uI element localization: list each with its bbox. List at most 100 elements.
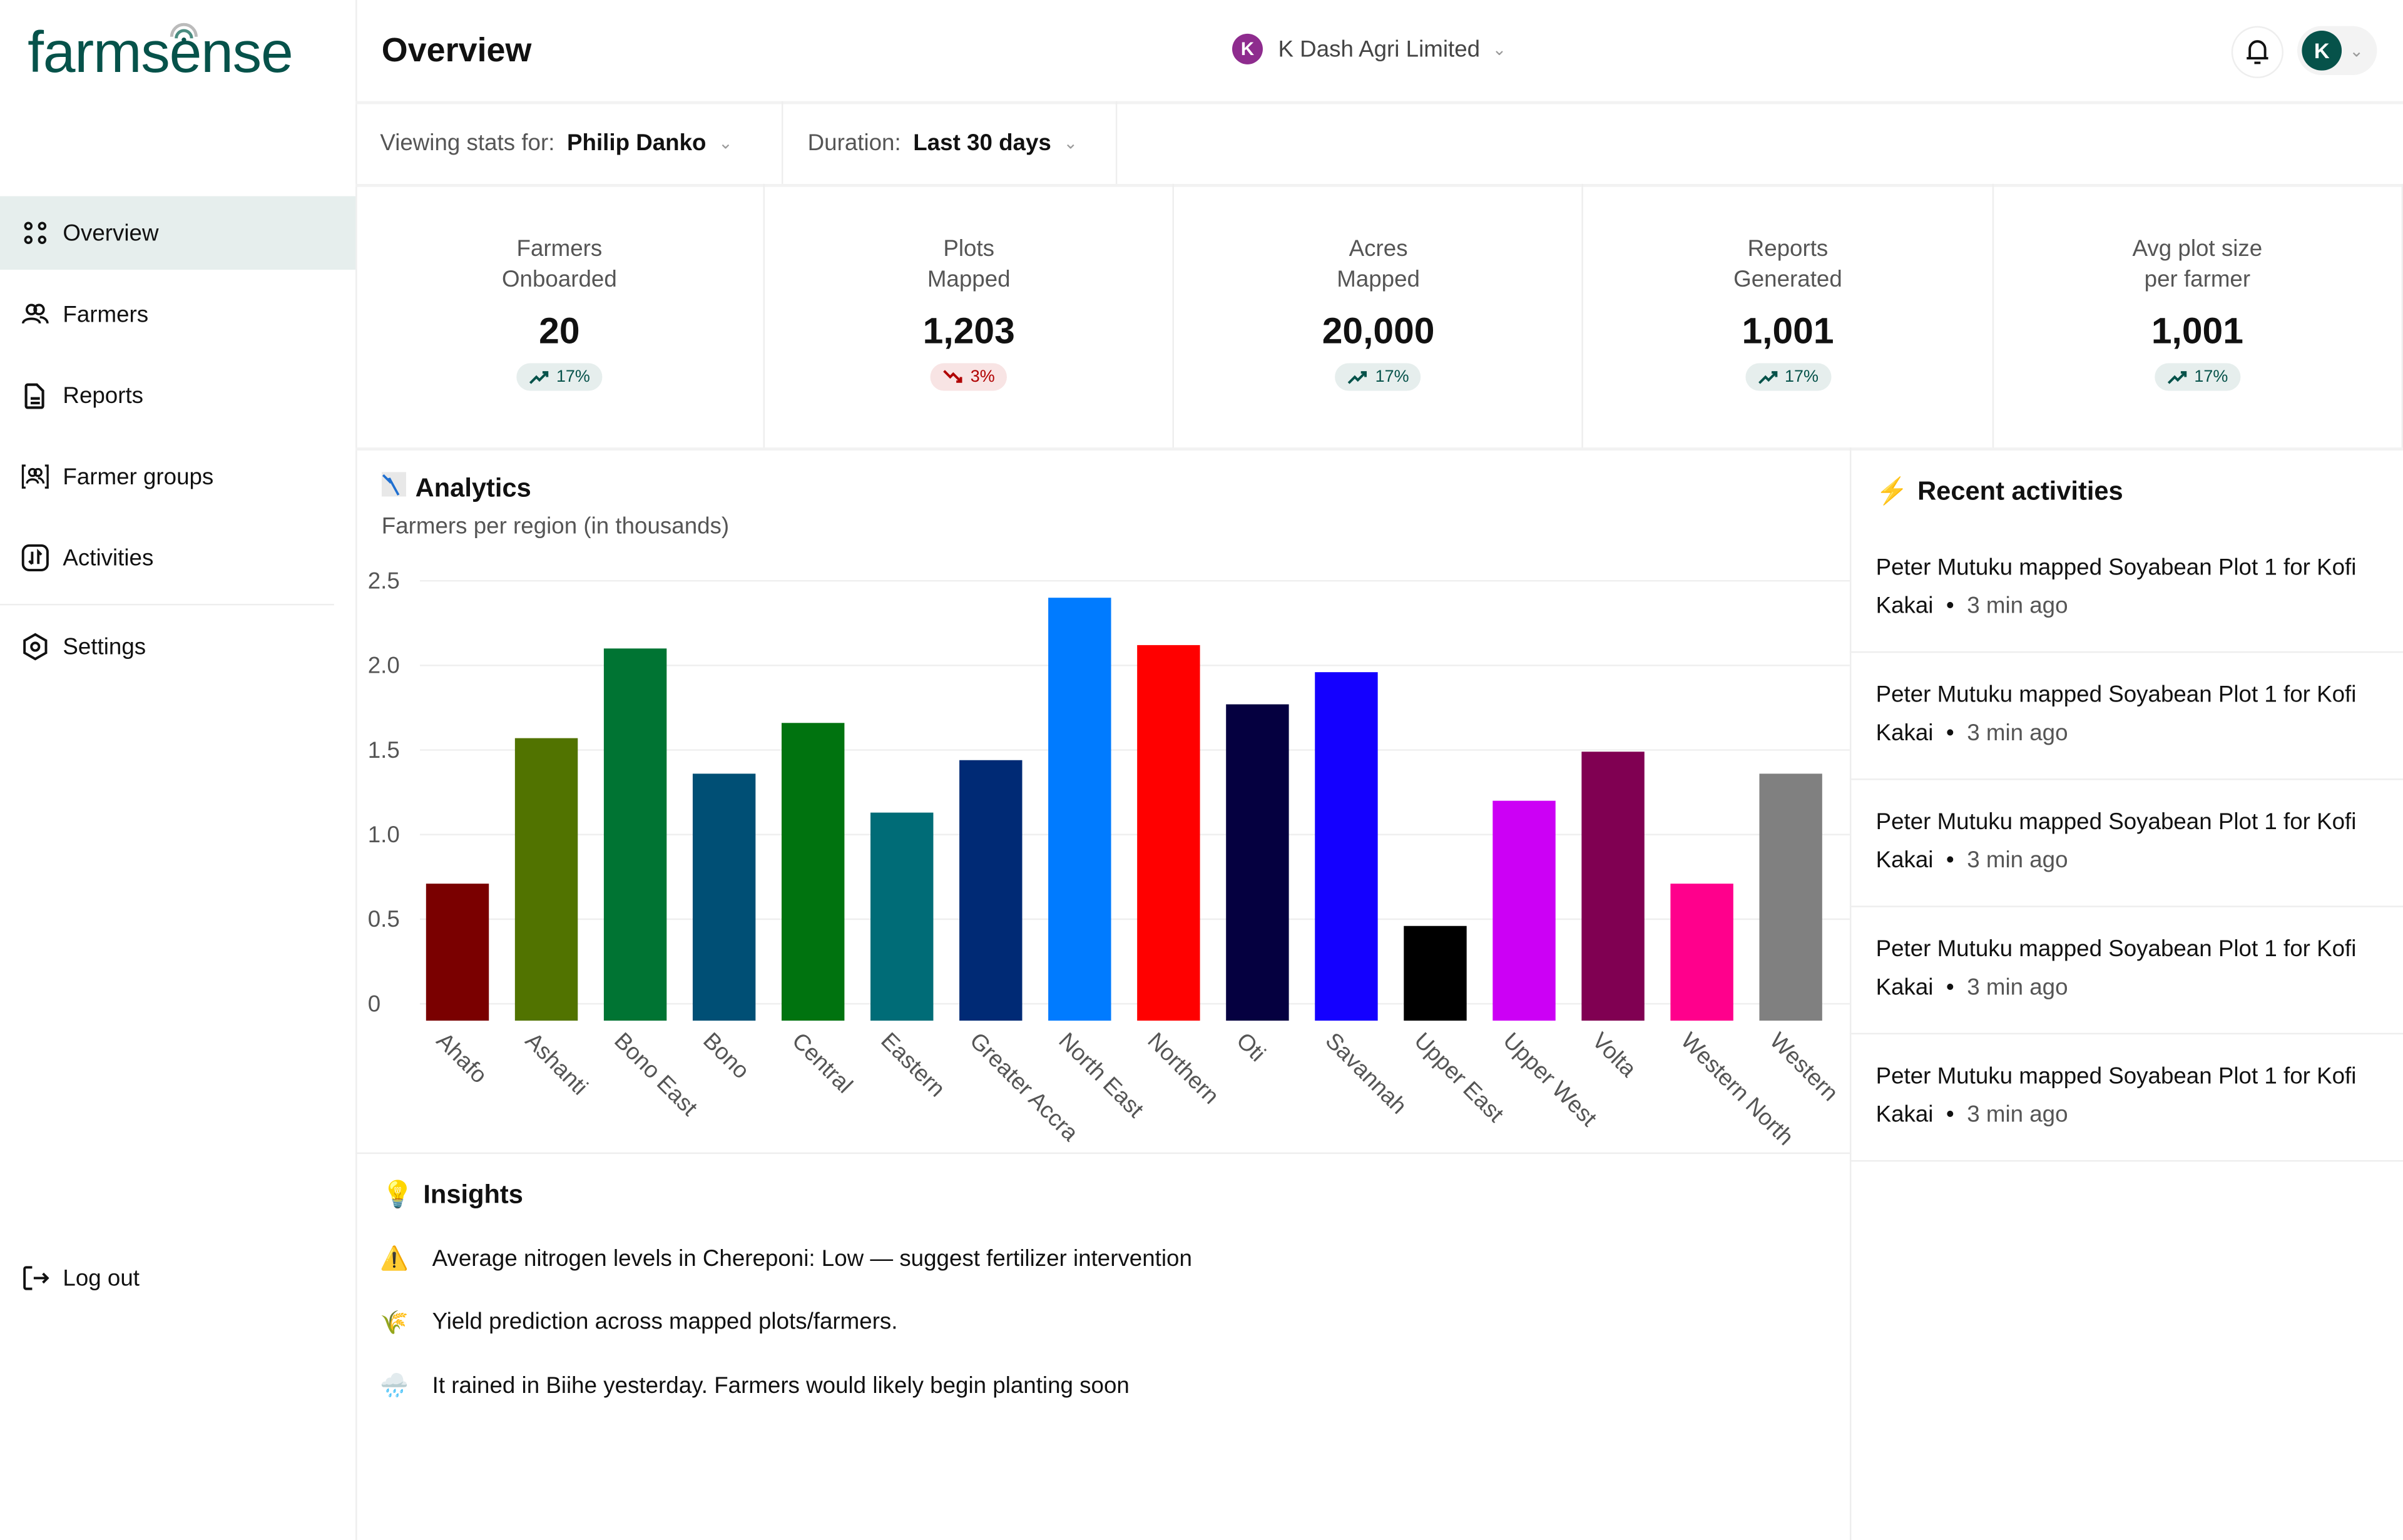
bar-ashanti[interactable] bbox=[514, 738, 578, 1021]
stat-value: 20 bbox=[539, 311, 580, 353]
stat-label-line: Generated bbox=[1733, 267, 1842, 293]
duration-dropdown[interactable]: Duration: Last 30 days ⌄ bbox=[783, 101, 1118, 184]
grid-dots-icon bbox=[21, 219, 49, 247]
trend-value: 17% bbox=[556, 367, 590, 387]
sidebar-item-reports[interactable]: Reports bbox=[0, 359, 355, 432]
bar-upper-west[interactable] bbox=[1492, 800, 1556, 1021]
y-tick-label: 0.5 bbox=[368, 906, 400, 932]
x-tick-label: Northern bbox=[1143, 1028, 1224, 1109]
sidebar-item-label: Reports bbox=[63, 382, 144, 409]
bar-western-north[interactable] bbox=[1670, 884, 1733, 1021]
bar-western[interactable] bbox=[1759, 773, 1822, 1021]
x-tick-label: Ahafo bbox=[432, 1028, 492, 1088]
bar-central[interactable] bbox=[781, 723, 845, 1021]
stat-value: 20,000 bbox=[1322, 311, 1435, 353]
trend-value: 17% bbox=[1375, 367, 1409, 387]
insights-header: 💡 Insights bbox=[382, 1180, 523, 1211]
x-tick-label: Ashanti bbox=[521, 1028, 593, 1100]
insights-title: Insights bbox=[423, 1180, 523, 1210]
bar-eastern[interactable] bbox=[870, 812, 934, 1021]
trending-down-icon bbox=[943, 370, 963, 383]
sidebar: farmsense Overview Farmers Reports Farme… bbox=[0, 0, 357, 1540]
sidebar-item-label: Farmer groups bbox=[63, 463, 214, 490]
x-tick-label: North East bbox=[1054, 1028, 1149, 1123]
activity-arrows-icon bbox=[21, 544, 49, 571]
sidebar-item-overview[interactable]: Overview bbox=[0, 196, 356, 270]
y-tick-label: 1.0 bbox=[368, 822, 400, 847]
x-tick-label: Volta bbox=[1587, 1028, 1641, 1082]
x-tick-label: Eastern bbox=[876, 1028, 950, 1101]
analytics-title: Analytics bbox=[415, 472, 531, 502]
activity-item[interactable]: Peter Mutuku mapped Soyabean Plot 1 for … bbox=[1849, 1034, 2403, 1162]
activity-time: 3 min ago bbox=[1967, 720, 2068, 747]
chevron-down-icon: ⌄ bbox=[718, 134, 733, 153]
sidebar-item-settings[interactable]: Settings bbox=[0, 610, 355, 684]
top-header: Overview K K Dash Agri Limited ⌄ K ⌄ bbox=[355, 0, 2403, 105]
insight-text: It rained in Biihe yesterday. Farmers wo… bbox=[432, 1372, 1130, 1399]
bar-volta[interactable] bbox=[1581, 752, 1645, 1021]
stat-label-line: Mapped bbox=[1337, 267, 1420, 293]
recent-activities-panel: ⚡ Recent activities Peter Mutuku mapped … bbox=[1849, 447, 2403, 1540]
activity-item[interactable]: Peter Mutuku mapped Soyabean Plot 1 for … bbox=[1849, 780, 2403, 907]
y-tick-label: 0 bbox=[368, 991, 380, 1016]
bell-icon bbox=[2247, 40, 2268, 64]
notifications-button[interactable] bbox=[2231, 26, 2284, 78]
separator-dot: • bbox=[1939, 847, 1961, 874]
trending-up-icon bbox=[1758, 371, 1777, 384]
sidebar-item-farmer-groups[interactable]: Farmer groups bbox=[0, 440, 355, 514]
stat-card: Acres Mapped 20,000 17% bbox=[1175, 183, 1584, 448]
logo[interactable]: farmsense bbox=[28, 21, 293, 86]
bar-greater-accra[interactable] bbox=[959, 760, 1023, 1021]
x-tick-label: Western bbox=[1765, 1028, 1843, 1106]
stat-label-line: per farmer bbox=[2144, 267, 2251, 293]
stat-label: Avg plot size per farmer bbox=[1994, 235, 2401, 296]
activity-item[interactable]: Peter Mutuku mapped Soyabean Plot 1 for … bbox=[1849, 907, 2403, 1035]
chevron-down-icon: ⌄ bbox=[1492, 40, 1507, 59]
bar-bono-east[interactable] bbox=[603, 648, 667, 1021]
bar-upper-east[interactable] bbox=[1404, 926, 1467, 1021]
chart-decreasing-icon bbox=[381, 472, 406, 504]
sidebar-item-farmers[interactable]: Farmers bbox=[0, 277, 355, 351]
viewing-stats-dropdown[interactable]: Viewing stats for: Philip Danko ⌄ bbox=[355, 101, 783, 184]
org-switcher[interactable]: K K Dash Agri Limited ⌄ bbox=[1232, 33, 1507, 64]
activity-text: Peter Mutuku mapped Soyabean Plot 1 for … bbox=[1875, 936, 2357, 1001]
logout-button[interactable]: Log out bbox=[0, 1242, 355, 1315]
x-tick-label: Bono bbox=[698, 1028, 755, 1084]
activity-item[interactable]: Peter Mutuku mapped Soyabean Plot 1 for … bbox=[1849, 653, 2403, 780]
insight-item: 🌾 Yield prediction across mapped plots/fa… bbox=[380, 1308, 897, 1335]
lightning-icon: ⚡ bbox=[1875, 476, 1909, 506]
bar-ahafo[interactable] bbox=[426, 884, 489, 1021]
bar-north-east[interactable] bbox=[1048, 598, 1111, 1021]
page-title: Overview bbox=[381, 30, 532, 69]
activity-text: Peter Mutuku mapped Soyabean Plot 1 for … bbox=[1875, 554, 2357, 620]
duration-value: Last 30 days bbox=[913, 129, 1051, 156]
analytics-header: Analytics bbox=[381, 472, 531, 504]
activity-time: 3 min ago bbox=[1967, 1101, 2068, 1128]
recent-activities-header: ⚡ Recent activities bbox=[1876, 477, 2123, 507]
avatar: K bbox=[2302, 30, 2342, 71]
stat-label: Acres Mapped bbox=[1175, 235, 1582, 296]
bar-bono[interactable] bbox=[692, 773, 756, 1021]
document-icon bbox=[21, 382, 49, 409]
activity-time: 3 min ago bbox=[1967, 847, 2068, 874]
users-icon bbox=[21, 300, 49, 328]
sidebar-item-label: Overview bbox=[63, 220, 159, 247]
stat-card: Avg plot size per farmer 1,001 17% bbox=[1994, 183, 2403, 448]
activity-time: 3 min ago bbox=[1967, 974, 2068, 1001]
bar-savannah[interactable] bbox=[1315, 672, 1378, 1021]
trend-badge: 17% bbox=[2154, 363, 2240, 391]
x-tick-label: Central bbox=[787, 1028, 858, 1098]
stat-label-line: Plots bbox=[943, 236, 995, 262]
org-logo: K bbox=[1232, 33, 1263, 64]
user-menu[interactable]: K ⌄ bbox=[2297, 26, 2377, 76]
stats-row: Farmers Onboarded 20 17% Plots Mapped 1,203… bbox=[355, 183, 2403, 451]
bar-oti[interactable] bbox=[1226, 704, 1289, 1021]
sidebar-item-activities[interactable]: Activities bbox=[0, 521, 355, 595]
trend-value: 17% bbox=[1785, 367, 1819, 387]
activity-item[interactable]: Peter Mutuku mapped Soyabean Plot 1 for … bbox=[1849, 526, 2403, 653]
y-tick-label: 1.5 bbox=[368, 737, 400, 763]
y-tick-label: 2.0 bbox=[368, 653, 400, 678]
stat-label: Plots Mapped bbox=[765, 235, 1173, 296]
bar-northern[interactable] bbox=[1137, 645, 1200, 1021]
